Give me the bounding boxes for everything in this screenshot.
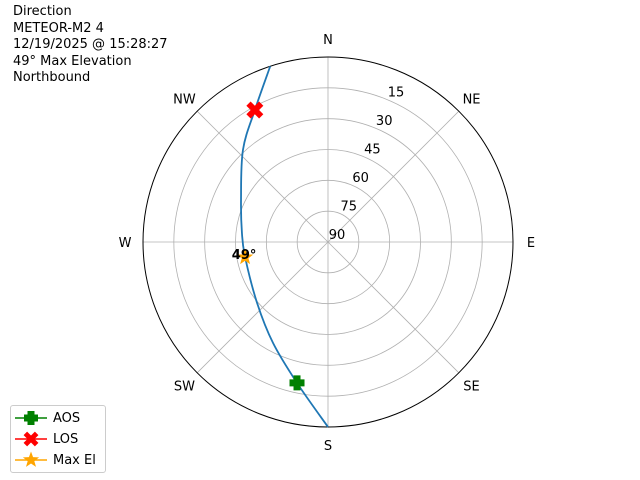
direction-label-ne: NE xyxy=(463,92,481,107)
direction-label-s: S xyxy=(324,439,332,454)
legend-label: AOS xyxy=(53,410,81,426)
los-marker xyxy=(246,101,264,119)
direction-label-nw: NW xyxy=(173,92,196,107)
title-line: 12/19/2025 @ 15:28:27 xyxy=(13,37,168,52)
direction-label-se: SE xyxy=(463,380,479,395)
radial-tick-label: 15 xyxy=(388,86,405,101)
direction-label-w: W xyxy=(119,236,132,251)
star-marker-icon xyxy=(15,451,47,467)
radial-tick-label: 60 xyxy=(352,171,369,186)
grid-spoke xyxy=(327,110,460,243)
direction-label-sw: SW xyxy=(174,380,195,395)
title-line: Northbound xyxy=(13,70,91,85)
grid-spoke xyxy=(196,241,329,374)
plus-marker-icon xyxy=(15,411,47,425)
legend-label: Max El xyxy=(53,452,96,468)
satellite-track-line xyxy=(240,65,329,428)
los-marker-shape xyxy=(246,101,264,119)
radial-tick-label: 45 xyxy=(364,143,381,158)
legend-item-aos: AOS xyxy=(15,408,80,428)
radial-tick-label: 90 xyxy=(329,228,346,243)
grid-spoke xyxy=(196,110,329,243)
title-line: 49° Max Elevation xyxy=(13,53,132,69)
legend-item-los: LOS xyxy=(15,429,78,449)
title-line: Direction xyxy=(13,4,72,19)
title-line: METEOR-M2 4 xyxy=(13,20,104,36)
radial-tick-label: 30 xyxy=(376,114,393,129)
legend-label: LOS xyxy=(53,431,79,447)
legend: AOS LOS Max El xyxy=(10,405,106,473)
aos-marker xyxy=(289,375,305,391)
direction-label-n: N xyxy=(323,33,333,48)
chart-title: Direction METEOR-M2 4 12/19/2025 @ 15:28… xyxy=(13,4,168,87)
max-el-marker xyxy=(237,248,254,265)
radial-tick-label: 75 xyxy=(341,200,358,215)
legend-item-max-el: Max El xyxy=(15,450,96,470)
grid-spoke xyxy=(327,241,460,374)
max-el-annotation: 49° xyxy=(232,248,257,263)
x-marker-icon xyxy=(15,431,47,447)
direction-label-e: E xyxy=(527,236,535,251)
